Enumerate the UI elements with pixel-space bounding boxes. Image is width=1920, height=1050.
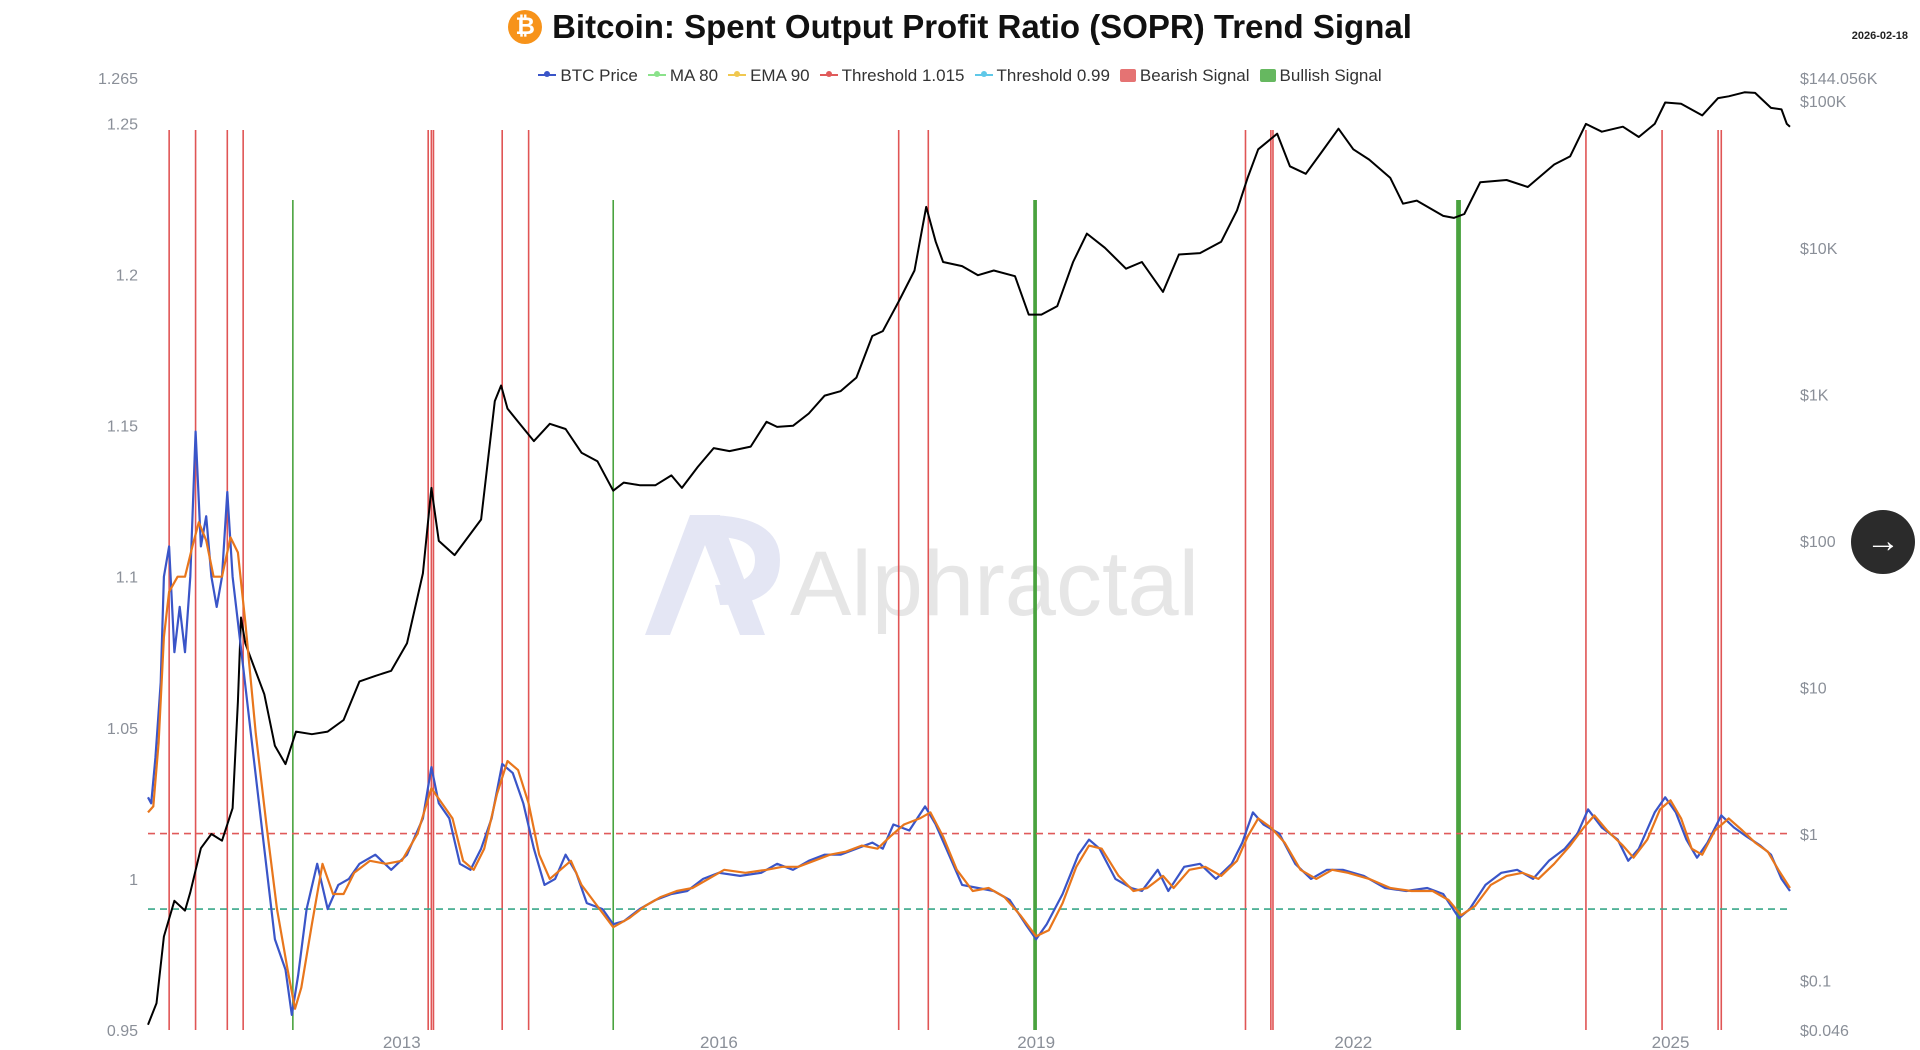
chart-title: ₿ Bitcoin: Spent Output Profit Ratio (SOP… <box>0 8 1920 46</box>
y-right-tick-label: $1K <box>1800 387 1829 404</box>
legend-item[interactable]: BTC Price <box>538 66 638 86</box>
date-stamp: 2026-02-18 <box>1851 30 1908 42</box>
y-left-tick-label: 1.265 <box>98 71 138 88</box>
watermark-logo-icon <box>645 515 780 635</box>
y-right-tick-label: $0.046 <box>1800 1023 1849 1040</box>
y-left-tick-label: 1.1 <box>116 570 138 587</box>
arrow-right-icon: → <box>1866 522 1900 560</box>
series-lines <box>147 91 1791 1026</box>
signal-lines <box>168 130 1723 1030</box>
legend-label: BTC Price <box>560 66 638 85</box>
legend-swatch <box>974 71 993 77</box>
right-y-axis: $144.056K $100K $10K $1K $100 $10 $1 $0.1 $0.046 <box>1800 71 1878 1040</box>
watermark: Alphractal <box>645 515 1199 635</box>
y-right-tick-label: $144.056K <box>1800 71 1878 88</box>
y-left-tick-label: 0.95 <box>107 1023 138 1040</box>
y-right-tick-label: $100K <box>1800 94 1847 111</box>
x-axis: 2013 2016 2019 2022 2025 <box>383 1033 1690 1050</box>
y-left-tick-label: 1.05 <box>107 721 138 738</box>
legend-item[interactable]: Bullish Signal <box>1259 66 1382 86</box>
x-tick-label: 2019 <box>1017 1033 1055 1050</box>
y-left-tick-label: 1.2 <box>116 267 138 284</box>
legend-item[interactable]: Threshold 1.015 <box>819 66 965 86</box>
legend-item[interactable]: Bearish Signal <box>1119 66 1250 86</box>
y-right-tick-label: $10 <box>1800 680 1827 697</box>
x-tick-label: 2013 <box>383 1033 421 1050</box>
y-right-tick-label: $1 <box>1800 827 1818 844</box>
legend-label: Threshold 1.015 <box>841 66 965 85</box>
legend-swatch <box>647 71 666 77</box>
x-tick-label: 2016 <box>700 1033 738 1050</box>
legend-item[interactable]: Threshold 0.99 <box>974 66 1110 86</box>
watermark-text: Alphractal <box>790 533 1199 635</box>
legend-item[interactable]: EMA 90 <box>728 66 810 86</box>
chart-legend: BTC Price MA 80 EMA 90 Threshold 1.015 Thres… <box>0 66 1920 86</box>
legend-swatch <box>819 71 838 77</box>
threshold-lines <box>148 832 1790 910</box>
x-tick-label: 2025 <box>1652 1033 1690 1050</box>
y-right-tick-label: $0.1 <box>1800 974 1831 991</box>
x-tick-label: 2022 <box>1334 1033 1372 1050</box>
y-left-tick-label: 1.15 <box>107 419 138 436</box>
series-line <box>147 521 1791 1010</box>
y-right-tick-label: $10K <box>1800 241 1838 258</box>
legend-swatch <box>538 71 557 77</box>
legend-item[interactable]: MA 80 <box>647 66 719 86</box>
series-line <box>147 91 1791 1026</box>
legend-swatch <box>1259 69 1276 82</box>
next-arrow-button[interactable]: → <box>1851 510 1915 574</box>
legend-label: Bearish Signal <box>1139 66 1250 85</box>
legend-label: Threshold 0.99 <box>996 66 1110 85</box>
legend-label: EMA 90 <box>750 66 810 85</box>
y-right-tick-label: $100 <box>1800 534 1836 551</box>
y-left-tick-label: 1.25 <box>107 116 138 133</box>
chart-title-text: Bitcoin: Spent Output Profit Ratio (SOPR… <box>552 8 1412 45</box>
left-y-axis: 1.265 1.25 1.2 1.15 1.1 1.05 1 0.95 <box>98 71 138 1040</box>
legend-swatch <box>1119 69 1136 82</box>
legend-label: MA 80 <box>669 66 719 85</box>
y-left-tick-label: 1 <box>129 872 138 889</box>
legend-swatch <box>728 71 747 77</box>
series-line <box>147 430 1791 1016</box>
legend-label: Bullish Signal <box>1279 66 1382 85</box>
bitcoin-icon: ₿ <box>508 10 543 44</box>
